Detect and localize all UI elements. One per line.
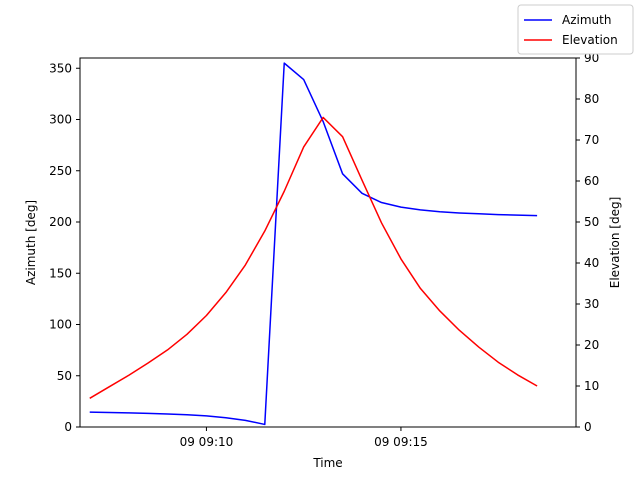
x-tick-label: 09 09:10 xyxy=(180,435,234,449)
series-line-azimuth xyxy=(89,62,538,426)
y-right-tick-label: 70 xyxy=(584,133,599,147)
legend: Azimuth Elevation xyxy=(517,4,634,55)
y-right-tick-label: 0 xyxy=(584,420,592,434)
y-right-tick-label: 30 xyxy=(584,297,599,311)
x-tick-label: 09 09:15 xyxy=(374,435,428,449)
y-left-tick-label: 250 xyxy=(49,164,72,178)
y-left-tick-label: 100 xyxy=(49,318,72,332)
y-left-tick-label: 0 xyxy=(64,420,72,434)
y-left-tick-label: 300 xyxy=(49,113,72,127)
legend-label-elevation: Elevation xyxy=(562,33,618,47)
y-right-tick-label: 50 xyxy=(584,215,599,229)
x-axis-label: Time xyxy=(312,456,342,470)
plot-lines xyxy=(89,62,538,426)
plot-frame xyxy=(79,57,577,428)
y-left-tick-label: 150 xyxy=(49,266,72,280)
y-axis-left: 0 50 100 150 200 250 300 350 xyxy=(49,61,80,434)
y-right-tick-label: 10 xyxy=(584,379,599,393)
y-right-tick-label: 80 xyxy=(584,92,599,106)
legend-box xyxy=(517,4,634,55)
y-axis-right-label: Elevation [deg] xyxy=(608,197,622,289)
y-right-tick-label: 40 xyxy=(584,256,599,270)
y-left-tick-label: 200 xyxy=(49,215,72,229)
y-right-tick-label: 20 xyxy=(584,338,599,352)
y-left-tick-label: 50 xyxy=(57,369,72,383)
y-left-tick-label: 350 xyxy=(49,61,72,75)
y-axis-left-label: Azimuth [deg] xyxy=(24,200,38,285)
x-axis: 09 09:10 09 09:15 xyxy=(180,427,428,449)
y-right-tick-label: 60 xyxy=(584,174,599,188)
series-line-elevation xyxy=(89,116,538,399)
legend-label-azimuth: Azimuth xyxy=(562,13,611,27)
